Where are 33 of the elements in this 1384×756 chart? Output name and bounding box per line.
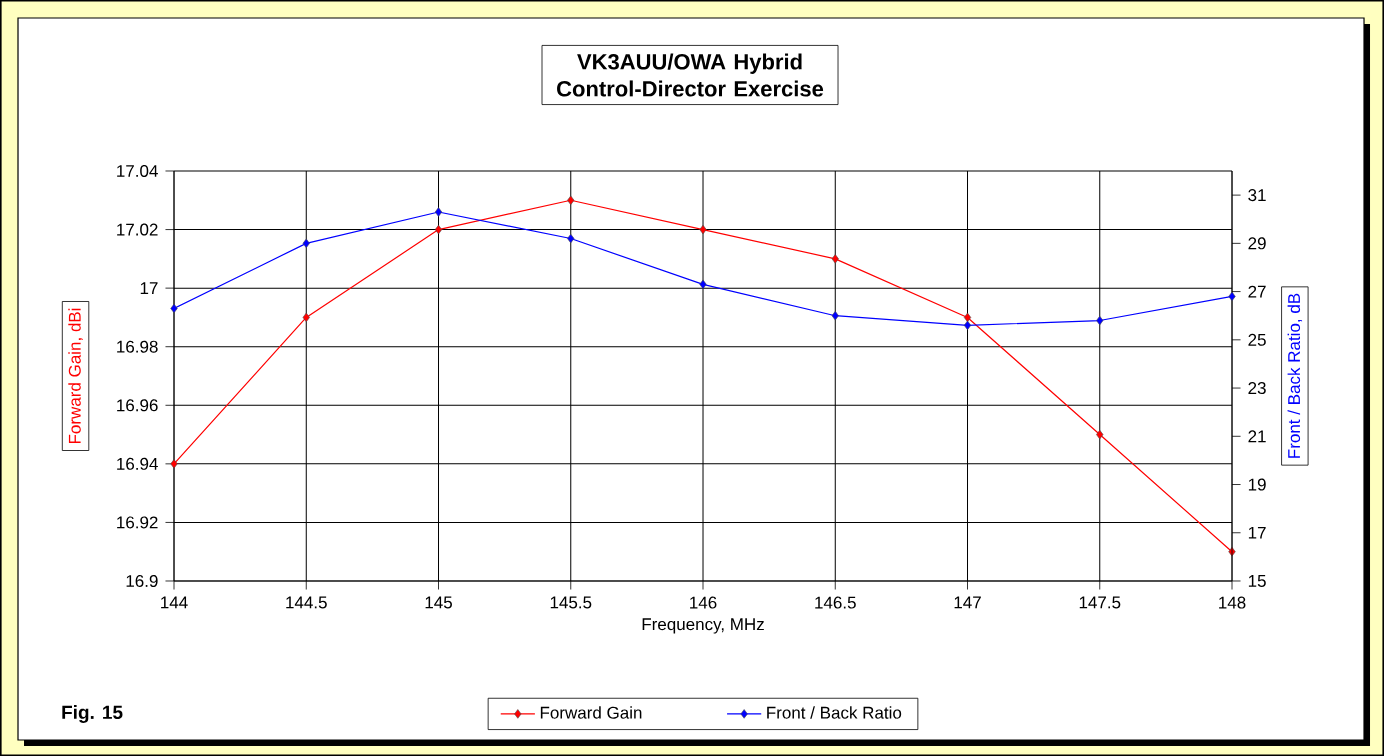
legend-label: Forward Gain bbox=[540, 706, 642, 719]
legend-label: Front / Back Ratio bbox=[767, 706, 902, 719]
x-tick-label: 144 bbox=[161, 596, 188, 609]
x-tick-label: 145 bbox=[425, 596, 452, 609]
chart-title: VK3AUU/OWA Hybrid Control-Director Exercise bbox=[557, 53, 824, 97]
y2-tick-label: 29 bbox=[1248, 237, 1266, 250]
y-tick-label: 16.96 bbox=[117, 399, 158, 412]
y2-tick-label: 31 bbox=[1248, 189, 1266, 202]
x-tick-label: 146.5 bbox=[815, 596, 856, 609]
y2-tick-label: 15 bbox=[1248, 575, 1266, 587]
x-tick-label: 145.5 bbox=[550, 596, 592, 609]
x-tick-label: 144.5 bbox=[286, 596, 327, 609]
y2-tick-label: 25 bbox=[1248, 333, 1266, 346]
y2-axis-title: Front / Back Ratio, dB bbox=[1287, 293, 1303, 458]
x-axis-title: Frequency, MHz bbox=[642, 618, 764, 634]
y2-tick-label: 17 bbox=[1248, 526, 1266, 539]
y-tick-label: 16.92 bbox=[117, 516, 158, 529]
y2-tick-label: 27 bbox=[1248, 285, 1266, 298]
y-axis-title: Forward Gain, dBi bbox=[68, 308, 83, 444]
x-tick-label: 148 bbox=[1219, 596, 1246, 609]
y-tick-label: 17.02 bbox=[117, 223, 158, 236]
caption: Fig. 15 bbox=[62, 705, 123, 723]
y2-tick-label: 19 bbox=[1248, 478, 1266, 491]
y2-tick-label: 21 bbox=[1248, 430, 1266, 443]
x-tick-label: 147 bbox=[954, 596, 981, 609]
x-tick-label: 146 bbox=[690, 596, 717, 609]
y-tick-label: 16.9 bbox=[126, 574, 158, 588]
y2-tick-label: 23 bbox=[1248, 382, 1266, 395]
x-tick-label: 147.5 bbox=[1079, 596, 1121, 609]
y-tick-label: 16.98 bbox=[117, 340, 158, 353]
y-tick-label: 17.04 bbox=[117, 164, 158, 178]
y-tick-label: 16.94 bbox=[117, 457, 158, 470]
y-tick-label: 17 bbox=[140, 282, 158, 294]
